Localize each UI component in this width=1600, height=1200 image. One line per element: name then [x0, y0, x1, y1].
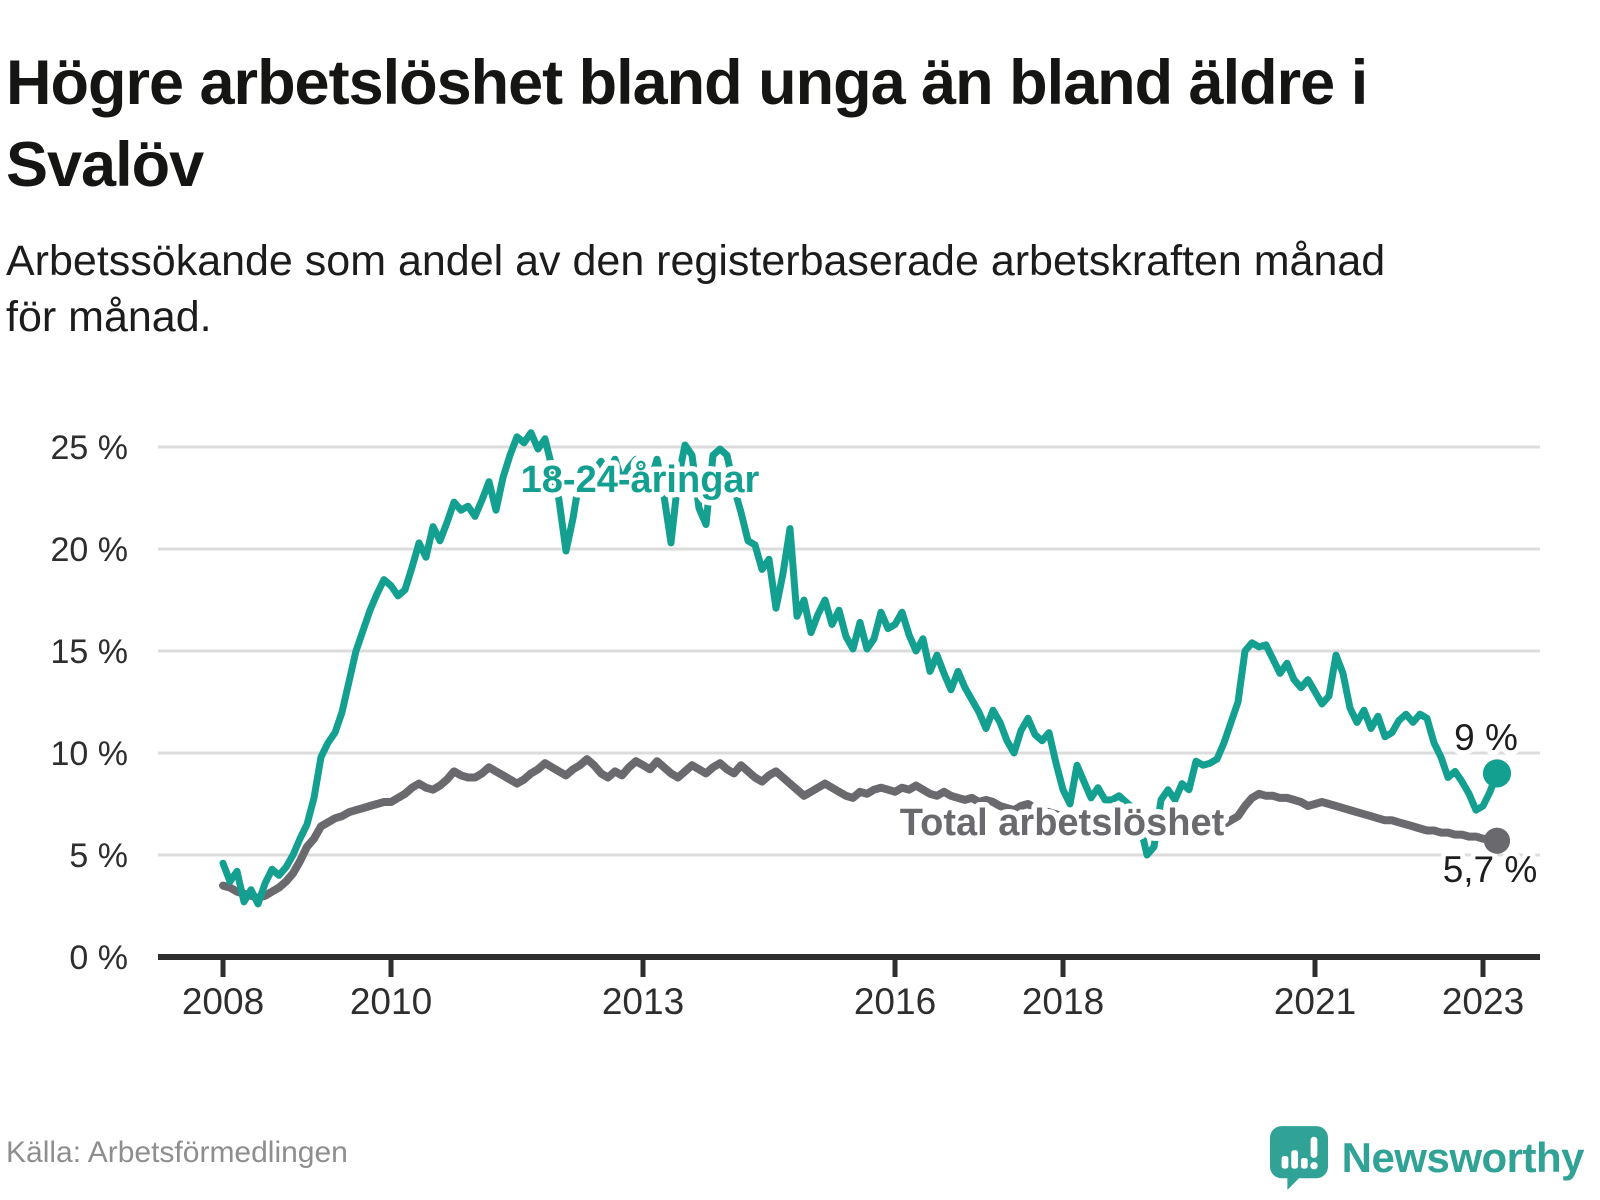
chart-subtitle: Arbetssökande som andel av den registerb… — [6, 237, 1386, 341]
newsworthy-logo: Newsworthy — [1269, 1126, 1585, 1190]
y-tick-label: 20 % — [51, 531, 129, 569]
end-label-young: 9 % — [1454, 717, 1518, 758]
y-tick-label: 10 % — [51, 735, 129, 773]
end-dot-top-young — [1483, 759, 1511, 788]
y-tick-label: 0 % — [69, 939, 128, 977]
x-tick-label: 2016 — [854, 981, 936, 1022]
x-tick-label: 2021 — [1274, 981, 1356, 1022]
x-tick-label: 2018 — [1022, 981, 1104, 1022]
page-title: Högre arbetslöshet bland unga än bland ä… — [6, 48, 1368, 201]
newsworthy-logo-icon — [1269, 1126, 1328, 1190]
y-tick-label: 15 % — [51, 633, 129, 671]
x-tick-label: 2013 — [602, 981, 684, 1022]
newsworthy-wordmark: Newsworthy — [1341, 1134, 1585, 1181]
y-tick-label: 5 % — [69, 837, 128, 875]
x-tick-label: 2008 — [182, 981, 264, 1022]
end-dot-top-total — [1484, 827, 1510, 854]
x-tick-label: 2023 — [1442, 981, 1524, 1022]
series-label-total: Total arbetslöshet — [900, 802, 1225, 844]
series-label-young: 18-24-åringar — [521, 459, 760, 501]
series-line-total — [219, 755, 1501, 902]
y-tick-label: 25 % — [51, 429, 129, 467]
series-line-young — [219, 429, 1501, 908]
source-note: Källa: Arbetsförmedlingen — [6, 1136, 348, 1169]
end-label-total: 5,7 % — [1443, 849, 1538, 890]
x-tick-label: 2010 — [350, 981, 432, 1022]
